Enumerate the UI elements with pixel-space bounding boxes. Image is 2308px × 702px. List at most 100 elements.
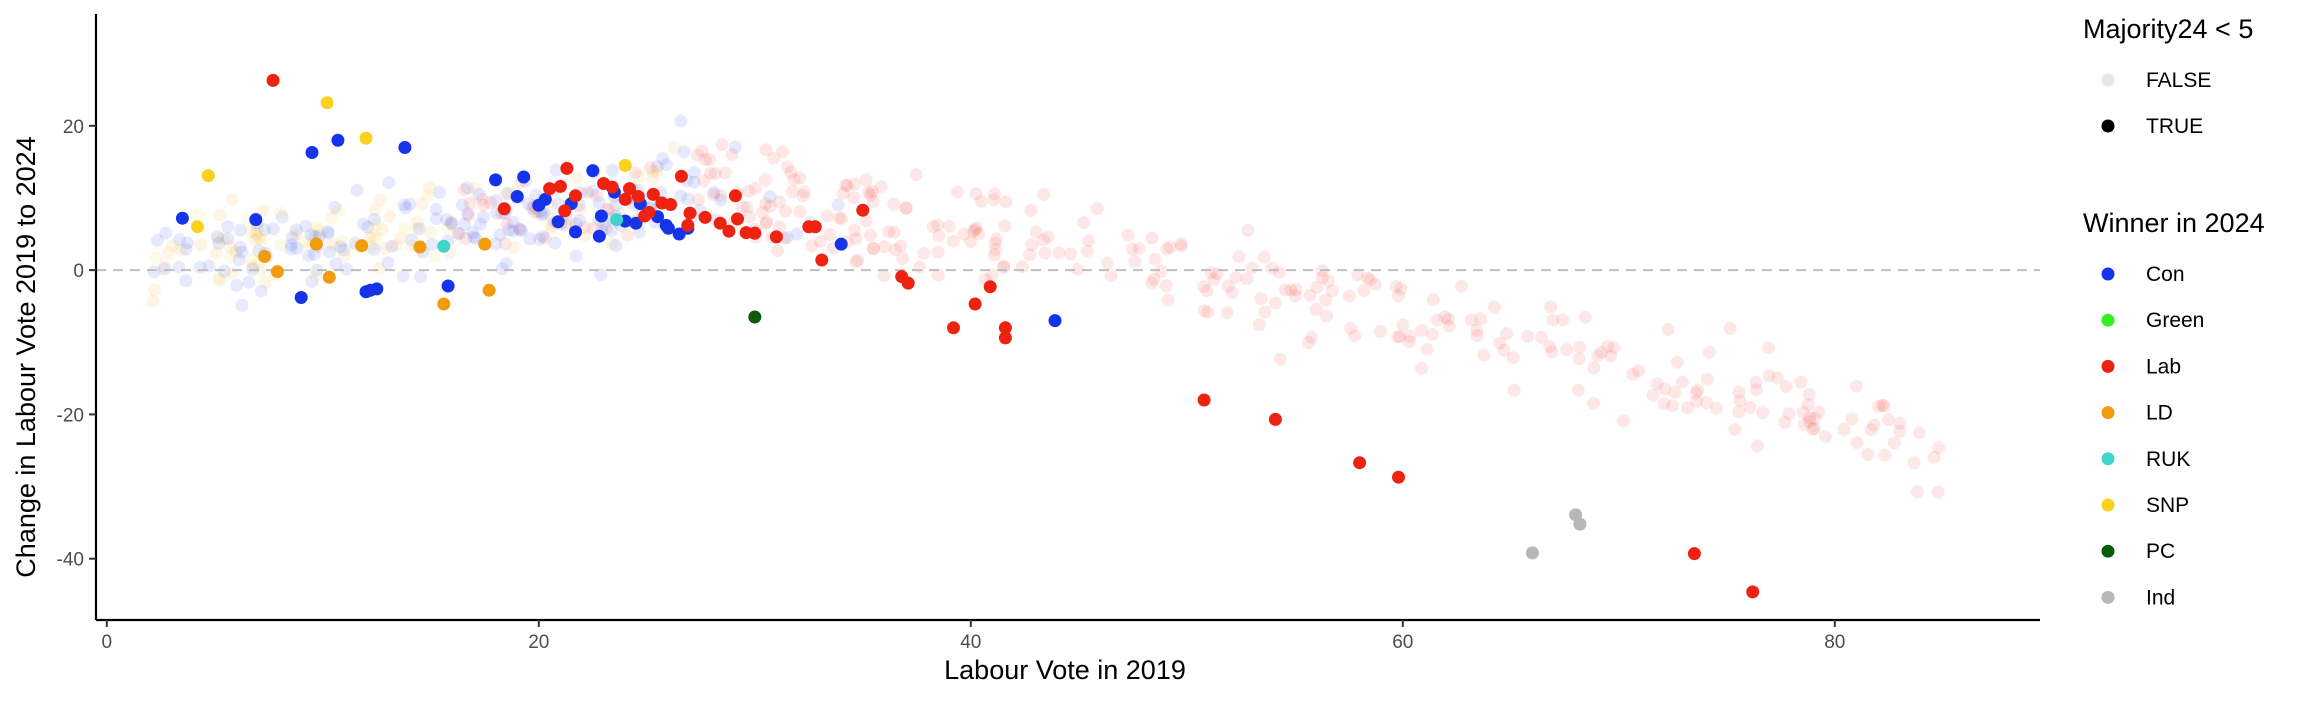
data-point-lab xyxy=(569,189,582,203)
background-point xyxy=(1200,284,1214,297)
background-point xyxy=(867,242,881,255)
data-point-lab xyxy=(998,331,1012,345)
background-point xyxy=(1342,289,1356,303)
background-point xyxy=(1320,309,1334,323)
background-point xyxy=(859,214,873,228)
legend-majority-label: FALSE xyxy=(2146,69,2211,92)
background-point xyxy=(307,247,321,261)
background-point xyxy=(495,262,509,276)
background-point xyxy=(146,294,160,308)
background-point xyxy=(397,198,411,212)
data-point-lab xyxy=(560,161,574,175)
background-point xyxy=(502,223,516,237)
background-point xyxy=(1037,188,1051,201)
background-point xyxy=(888,243,902,257)
background-point xyxy=(338,248,351,262)
data-point-lab xyxy=(681,218,695,232)
background-point xyxy=(787,173,801,187)
background-point xyxy=(581,185,595,199)
x-axis-title: Labour Vote in 2019 xyxy=(944,655,1186,685)
background-point xyxy=(1756,406,1770,419)
legend-winner-key xyxy=(2101,498,2115,512)
background-point xyxy=(310,263,324,277)
data-point-snp xyxy=(320,96,334,110)
background-point xyxy=(1197,280,1211,294)
background-point xyxy=(964,235,978,249)
background-point xyxy=(289,223,303,237)
background-point xyxy=(255,233,269,247)
background-point xyxy=(1931,485,1945,499)
background-point xyxy=(1391,330,1405,344)
background-point xyxy=(691,148,704,162)
background-point xyxy=(840,179,854,193)
data-point-ld xyxy=(322,270,336,284)
background-point xyxy=(1321,274,1335,288)
data-point-snp xyxy=(359,131,373,145)
background-point xyxy=(1556,313,1570,327)
background-point xyxy=(569,249,583,263)
background-point xyxy=(305,274,319,288)
background-point xyxy=(429,212,443,225)
legend-winner-label: RUK xyxy=(2146,448,2190,471)
background-point xyxy=(383,210,397,223)
background-point xyxy=(748,181,762,195)
background-point xyxy=(1174,237,1188,251)
data-point-con xyxy=(569,225,582,239)
background-point xyxy=(1361,271,1375,285)
data-point-lab xyxy=(605,180,619,194)
background-point xyxy=(1700,372,1714,386)
background-point xyxy=(767,151,781,165)
legend-winner-label: Lab xyxy=(2146,355,2181,378)
background-point xyxy=(877,268,891,282)
data-point-lab xyxy=(808,220,822,234)
background-point xyxy=(1573,340,1587,354)
background-point xyxy=(159,226,173,240)
background-point xyxy=(428,250,442,264)
legend-majority-key xyxy=(2101,73,2115,87)
background-point xyxy=(820,209,834,223)
background-point xyxy=(174,243,188,257)
data-point-lab xyxy=(731,212,744,226)
background-point xyxy=(1864,423,1878,437)
data-point-con xyxy=(594,209,608,223)
background-point xyxy=(445,217,459,231)
background-point xyxy=(149,251,163,265)
legend-majority-label: TRUE xyxy=(2146,115,2203,138)
background-point xyxy=(1506,351,1520,365)
background-point xyxy=(498,187,512,201)
background-point xyxy=(289,227,303,241)
background-point xyxy=(913,260,926,274)
background-point xyxy=(459,232,473,246)
background-point xyxy=(1617,414,1630,428)
background-point xyxy=(329,257,343,271)
background-point xyxy=(646,171,660,185)
background-point xyxy=(1668,385,1682,399)
background-point xyxy=(793,171,806,185)
background-point xyxy=(967,224,981,238)
data-point-con xyxy=(175,211,189,225)
background-point xyxy=(932,229,946,243)
background-point xyxy=(687,175,701,189)
background-point xyxy=(771,244,785,258)
background-point xyxy=(1442,319,1456,333)
background-point xyxy=(590,189,604,203)
faint-points-layer xyxy=(146,114,1946,499)
background-point xyxy=(414,270,427,284)
background-point xyxy=(1545,345,1559,359)
background-point xyxy=(899,201,913,215)
background-point xyxy=(1750,383,1763,397)
data-point-lab xyxy=(1353,456,1367,470)
data-point-con xyxy=(489,173,503,187)
background-point xyxy=(773,195,786,209)
background-point xyxy=(866,241,880,255)
background-point xyxy=(472,187,486,201)
background-point xyxy=(866,195,880,209)
background-point xyxy=(1587,396,1600,410)
background-point xyxy=(882,225,896,238)
background-point xyxy=(193,260,207,274)
background-point xyxy=(361,220,375,234)
background-point xyxy=(1415,361,1429,375)
y-axis-ticks: -40 -20 0 20 xyxy=(57,117,96,571)
background-point xyxy=(1269,296,1283,310)
background-point xyxy=(1666,399,1680,413)
